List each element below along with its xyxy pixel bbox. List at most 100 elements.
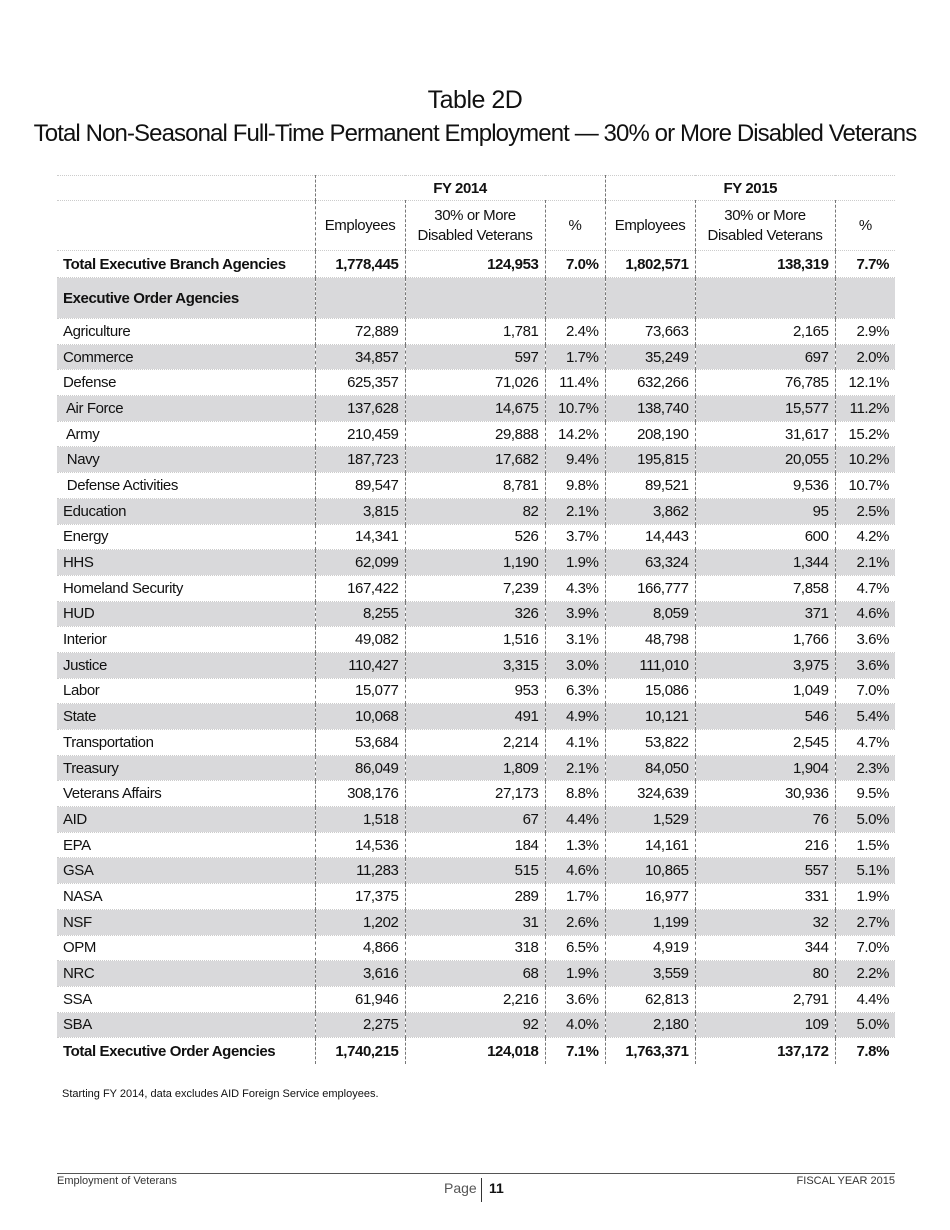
cell: 187,723: [314, 446, 405, 473]
cell: 63,324: [604, 549, 696, 576]
cell: 27,173: [404, 780, 545, 807]
cell: 7.1%: [544, 1037, 606, 1064]
cell: 11.2%: [834, 395, 896, 422]
cell: 4.2%: [834, 523, 896, 550]
cell: 124,953: [404, 250, 545, 278]
cell: 3.6%: [834, 626, 896, 653]
cell: 31,617: [694, 420, 836, 447]
cell: 1.9%: [544, 549, 606, 576]
cell: 137,172: [694, 1037, 836, 1064]
table-row: HHS 62,099 1,190 1.9% 63,324 1,344 2.1%: [57, 549, 896, 576]
cell: 10.2%: [834, 446, 896, 473]
table-subtitle: Total Non-Seasonal Full-Time Permanent E…: [33, 120, 918, 147]
cell: 1,529: [604, 806, 696, 833]
row-label: SSA: [57, 985, 315, 1013]
empty-cell: [544, 277, 606, 319]
table-row: EPA 14,536 184 1.3% 14,161 216 1.5%: [57, 831, 896, 858]
row-label: Veterans Affairs: [57, 780, 315, 807]
cell: 557: [694, 857, 836, 884]
table-row: Army 210,459 29,888 14.2% 208,190 31,617 15.2%: [57, 420, 896, 447]
cell: 1,778,445: [314, 250, 405, 278]
cell: 4.4%: [834, 985, 896, 1013]
cell: 3,559: [604, 960, 696, 987]
cell: 67: [404, 806, 545, 833]
cell: 2,180: [604, 1011, 696, 1038]
cell: 89,547: [314, 472, 405, 499]
cell: 2.3%: [834, 754, 896, 781]
cell: 331: [694, 883, 836, 910]
column-header: 30% or More Disabled Veterans: [404, 200, 545, 251]
cell: 4.0%: [544, 1011, 606, 1038]
table-row: SSA 61,946 2,216 3.6% 62,813 2,791 4.4%: [57, 985, 896, 1013]
column-header: Employees: [604, 200, 696, 251]
cell: 953: [404, 677, 545, 704]
cell: 35,249: [604, 343, 696, 370]
cell: 1.3%: [544, 831, 606, 858]
cell: 208,190: [604, 420, 696, 447]
table-row: Air Force 137,628 14,675 10.7% 138,740 15,577…: [57, 395, 896, 422]
cell: 526: [404, 523, 545, 550]
cell: 625,357: [314, 369, 405, 396]
cell: 4.7%: [834, 574, 896, 602]
column-header-row: Employees 30% or More Disabled Veterans% E…: [57, 200, 896, 251]
cell: 167,422: [314, 574, 405, 602]
column-header: %: [834, 200, 896, 251]
cell: 3.6%: [834, 651, 896, 679]
cell: 2,275: [314, 1011, 405, 1038]
cell: 15,086: [604, 677, 696, 704]
cell: 17,375: [314, 883, 405, 910]
footer-left: Employment of Veterans: [57, 1175, 177, 1187]
section-row: Executive Order Agencies: [57, 277, 896, 319]
cell: 8.8%: [544, 780, 606, 807]
cell: 11,283: [314, 857, 405, 884]
cell: 3,616: [314, 960, 405, 987]
cell: 1,766: [694, 626, 836, 653]
row-label: Defense Activities: [57, 472, 315, 499]
group-header-row: FY 2014 FY 2015: [57, 175, 896, 201]
cell: 9.5%: [834, 780, 896, 807]
row-label: Total Executive Branch Agencies: [57, 250, 315, 278]
cell: 2.9%: [834, 318, 896, 345]
table-row: Education 3,815 82 2.1% 3,862 95 2.5%: [57, 497, 896, 524]
cell: 138,740: [604, 395, 696, 422]
cell: 2.1%: [544, 754, 606, 781]
cell: 138,319: [694, 250, 836, 278]
cell: 600: [694, 523, 836, 550]
column-header: 30% or More Disabled Veterans: [694, 200, 836, 251]
cell: 53,822: [604, 729, 696, 756]
cell: 1,202: [314, 908, 405, 935]
cell: 14.2%: [544, 420, 606, 447]
cell: 491: [404, 703, 545, 730]
cell: 62,099: [314, 549, 405, 576]
cell: 2,214: [404, 729, 545, 756]
cell: 2.1%: [834, 549, 896, 576]
table-row: Navy 187,723 17,682 9.4% 195,815 20,055 10.2%: [57, 446, 896, 473]
page-number: 11: [489, 1180, 504, 1196]
row-label: NSF: [57, 908, 315, 935]
cell: 4.6%: [834, 600, 896, 627]
row-label: Energy: [57, 523, 315, 550]
table-row: Transportation 53,684 2,214 4.1% 53,822 2,545…: [57, 729, 896, 756]
row-label: Labor: [57, 677, 315, 704]
cell: 344: [694, 934, 836, 961]
cell: 324,639: [604, 780, 696, 807]
page-label: Page: [444, 1180, 477, 1196]
cell: 2.6%: [544, 908, 606, 935]
cell: 14,341: [314, 523, 405, 550]
table-row: AID 1,518 67 4.4% 1,529 76 5.0%: [57, 806, 896, 833]
cell: 195,815: [604, 446, 696, 473]
cell: 210,459: [314, 420, 405, 447]
cell: 10,865: [604, 857, 696, 884]
table-row: Interior 49,082 1,516 3.1% 48,798 1,766 3.6%: [57, 626, 896, 653]
cell: 49,082: [314, 626, 405, 653]
cell: 1,809: [404, 754, 545, 781]
cell: 632,266: [604, 369, 696, 396]
cell: 110,427: [314, 651, 405, 679]
cell: 2.5%: [834, 497, 896, 524]
table-row: OPM 4,866 318 6.5% 4,919 344 7.0%: [57, 934, 896, 961]
empty-cell: [57, 200, 315, 251]
table-row: Veterans Affairs 308,176 27,173 8.8% 324,639…: [57, 780, 896, 807]
cell: 3.9%: [544, 600, 606, 627]
cell: 5.0%: [834, 806, 896, 833]
